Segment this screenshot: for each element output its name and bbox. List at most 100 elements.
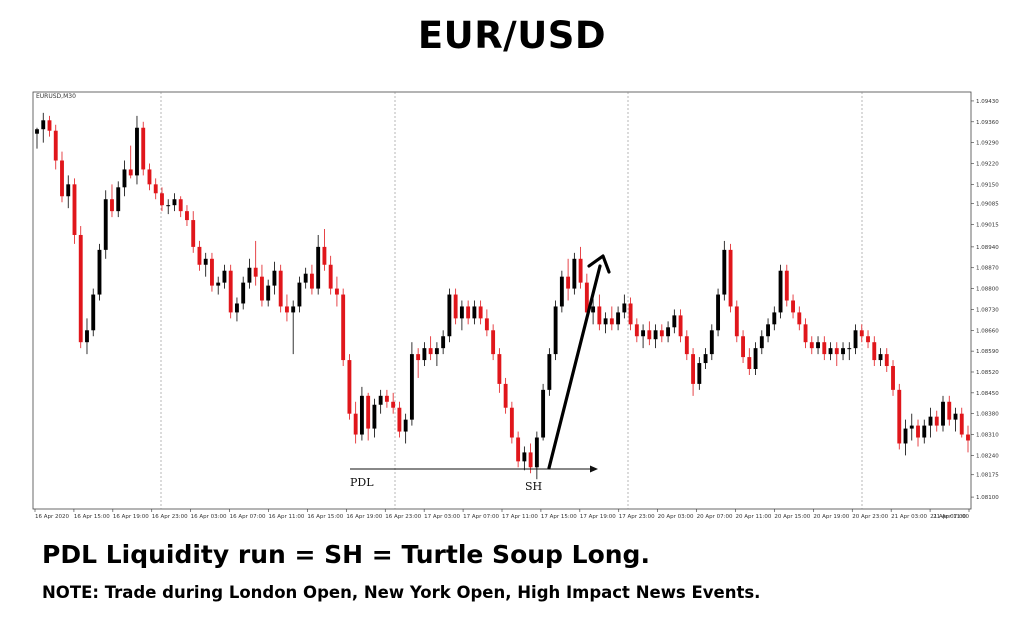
candle	[703, 348, 708, 370]
candle	[566, 258, 571, 301]
candle	[853, 324, 858, 355]
candle-body	[816, 342, 820, 349]
candle-body	[884, 354, 889, 367]
candle	[453, 288, 458, 325]
candle-body	[453, 294, 458, 319]
candle	[384, 389, 389, 408]
x-tick-label: 16 Apr 19:00	[346, 514, 382, 520]
candle	[778, 264, 783, 319]
x-tick-label: 16 Apr 03:00	[191, 514, 227, 520]
candle-body	[572, 258, 577, 289]
candle	[553, 300, 558, 361]
candle-body	[916, 425, 920, 438]
candle	[678, 309, 683, 343]
candle-body	[578, 258, 583, 283]
candle-body	[141, 127, 146, 170]
candle	[922, 419, 927, 444]
candle	[341, 288, 346, 367]
candle	[185, 205, 189, 227]
candle-body	[53, 130, 58, 161]
candle-body	[372, 404, 377, 429]
candle	[653, 324, 658, 349]
candle-body	[566, 276, 571, 289]
candle-body	[41, 120, 46, 130]
candle	[728, 243, 733, 313]
candle-body	[241, 282, 246, 304]
candle-body	[434, 348, 439, 355]
candle	[684, 330, 689, 361]
candle-body	[903, 428, 908, 444]
candle	[872, 336, 877, 367]
x-tick-label: 16 Apr 23:00	[385, 514, 421, 520]
candle-body	[597, 306, 602, 325]
candle-body	[772, 312, 777, 325]
x-tick-label: 17 Apr 03:00	[424, 514, 460, 520]
candle-body	[97, 249, 102, 295]
candle-body	[709, 330, 714, 355]
candle	[409, 342, 414, 426]
trading-note: NOTE: Trade during London Open, New York…	[42, 583, 761, 602]
candle-body	[928, 416, 933, 426]
candle	[166, 199, 171, 215]
candle	[466, 300, 471, 325]
candle	[522, 446, 527, 471]
candle	[891, 360, 895, 396]
candle	[428, 336, 433, 361]
candle-body	[534, 437, 539, 468]
x-tick-label: 17 Apr 19:00	[580, 514, 616, 520]
candle	[416, 348, 421, 378]
candle-body	[122, 169, 127, 188]
candle-body	[603, 318, 608, 325]
x-tick-label: 16 Apr 07:00	[230, 514, 266, 520]
candle-body	[166, 205, 171, 207]
candle-body	[653, 330, 658, 340]
candle	[659, 324, 664, 343]
candle-body	[416, 354, 421, 361]
candle	[291, 300, 296, 355]
candle-body	[953, 413, 958, 420]
candle-body	[35, 129, 39, 134]
candle	[66, 175, 71, 209]
candle-body	[591, 306, 596, 313]
candle	[928, 407, 933, 438]
candle	[934, 410, 939, 432]
candle	[303, 267, 308, 289]
candle	[172, 193, 177, 212]
candle-body	[147, 169, 152, 185]
candle-body	[878, 354, 883, 361]
session-separators	[160, 92, 863, 509]
candle	[353, 401, 358, 444]
candle-body	[178, 199, 183, 212]
strategy-caption: PDL Liquidity run = SH = Turtle Soup Lon…	[42, 540, 650, 569]
candle-body	[110, 199, 114, 212]
candle-body	[547, 354, 552, 390]
x-tick-label: 16 Apr 23:00	[152, 514, 188, 520]
x-tick-label: 17 Apr 15:00	[541, 514, 577, 520]
candle-body	[866, 336, 870, 343]
candle	[228, 264, 233, 319]
candle	[691, 348, 696, 396]
candle	[509, 401, 514, 444]
candle-body	[403, 419, 408, 432]
y-tick-label: 1.08870	[976, 266, 999, 272]
candle	[391, 392, 396, 414]
candle-body	[497, 354, 502, 384]
candle-body	[672, 315, 677, 328]
candle-body	[747, 357, 752, 370]
y-tick-label: 1.08310	[976, 433, 999, 439]
candle-body	[116, 187, 121, 212]
candle	[422, 342, 427, 367]
candle-body	[766, 324, 770, 337]
candle	[135, 115, 139, 185]
candle-body	[509, 407, 514, 438]
candle	[847, 342, 852, 361]
candle-body	[922, 425, 927, 438]
x-tick-label: 16 Apr 15:00	[307, 514, 343, 520]
y-tick-label: 1.09150	[976, 182, 999, 188]
candle-body	[716, 294, 721, 331]
candle	[47, 115, 52, 137]
candle-body	[622, 303, 627, 313]
x-tick-label: 20 Apr 03:00	[658, 514, 694, 520]
candle-body	[359, 395, 364, 435]
candle-body	[834, 348, 839, 355]
